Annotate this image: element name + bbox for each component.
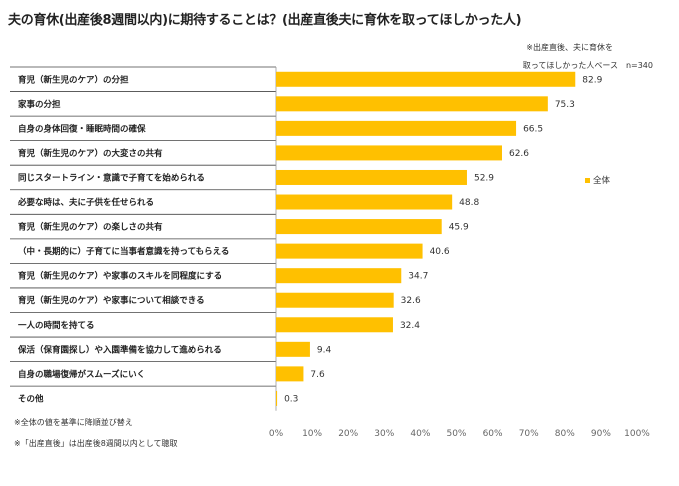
bar	[276, 366, 304, 382]
bar	[276, 243, 423, 259]
value-label: 66.5	[523, 124, 543, 134]
x-tick-label: 30%	[374, 429, 394, 439]
bar	[276, 169, 467, 185]
bar	[276, 71, 576, 87]
value-label: 9.4	[317, 345, 332, 355]
value-label: 0.3	[284, 394, 298, 404]
value-label: 75.3	[555, 100, 575, 110]
x-tick-label: 0%	[269, 429, 284, 439]
bar	[276, 390, 278, 406]
category-label: 育児（新生児のケア）の大変さの共有	[18, 148, 163, 159]
category-label: 育児（新生児のケア）や家事のスキルを同程度にする	[18, 271, 222, 282]
category-label: 育児（新生児のケア）や家事について相談できる	[18, 295, 205, 306]
value-label: 62.6	[509, 149, 529, 159]
category-label: 自身の職場復帰がスムーズにいく	[18, 369, 145, 380]
bar	[276, 292, 394, 308]
bar	[276, 145, 502, 161]
x-tick-label: 100%	[624, 429, 650, 439]
x-tick-label: 90%	[591, 429, 611, 439]
value-label: 45.9	[449, 223, 469, 233]
x-tick-label: 80%	[555, 429, 575, 439]
legend-label: 全体	[593, 175, 611, 186]
chart-title: 夫の育休(出産後8週間以内)に期待することは？(出産直後夫に育休を取ってほしかっ…	[8, 13, 522, 28]
value-label: 52.9	[474, 173, 494, 183]
category-label: 育児（新生児のケア）の分担	[18, 74, 129, 85]
value-label: 40.6	[430, 247, 450, 257]
value-label: 32.4	[400, 321, 420, 331]
footnote-definition: ※「出産直後」は出産後8週間以内として聴取	[14, 439, 178, 448]
category-label: その他	[18, 393, 44, 404]
value-label: 32.6	[401, 296, 421, 306]
base-note-line-2: 取ってほしかった人ベース n=340	[522, 61, 653, 70]
x-tick-label: 50%	[446, 429, 466, 439]
bar	[276, 194, 453, 210]
x-tick-label: 40%	[410, 429, 430, 439]
value-label: 82.9	[582, 75, 602, 85]
category-label: 自身の身体回復・睡眠時間の確保	[18, 123, 146, 134]
category-label: 家事の分担	[18, 99, 61, 110]
category-label: 必要な時は、夫に子供を任せられる	[17, 197, 154, 208]
category-label: 育児（新生児のケア）の楽しさの共有	[18, 222, 163, 233]
x-tick-label: 60%	[483, 429, 503, 439]
value-label: 48.8	[459, 198, 479, 208]
bar	[276, 96, 548, 112]
bar	[276, 268, 402, 284]
value-label: 7.6	[310, 370, 325, 380]
category-label: 同じスタートライン・意識で子育てを始められる	[18, 172, 205, 183]
x-tick-label: 70%	[519, 429, 539, 439]
legend-swatch	[585, 178, 590, 183]
x-tick-label: 20%	[338, 429, 358, 439]
bar	[276, 120, 517, 136]
base-note-line-1: ※出産直後、夫に育休を	[526, 43, 613, 52]
bar	[276, 219, 442, 235]
footnote-sort-order: ※全体の値を基準に降順並び替え	[14, 418, 133, 427]
bar	[276, 341, 310, 357]
value-label: 34.7	[408, 272, 428, 282]
category-label: 保活（保育園探し）や入園準備を協力して進められる	[17, 344, 222, 355]
bar	[276, 317, 393, 333]
category-label: 一人の時間を持てる	[18, 320, 95, 331]
x-tick-label: 10%	[302, 429, 322, 439]
category-label: （中・長期的に）子育てに当事者意識を持ってもらえる	[18, 246, 229, 257]
